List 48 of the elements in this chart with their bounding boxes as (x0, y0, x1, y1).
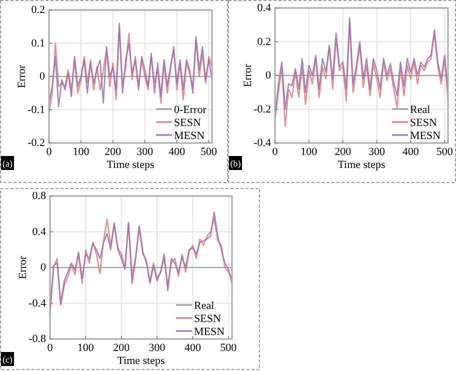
legend-label: MESN (174, 130, 205, 142)
x-tick-label: 500 (436, 146, 454, 158)
x-tick-label: 300 (368, 146, 386, 158)
text: (b) (230, 158, 241, 168)
x-axis-title: Time steps (106, 159, 154, 171)
x-tick-label: 500 (200, 146, 218, 158)
x-tick-label: 400 (402, 146, 420, 158)
y-axis-title: Error (16, 64, 28, 88)
y-tick-label: 0 (266, 70, 272, 82)
legend-label: 0-Error (174, 104, 207, 116)
text: (c) (2, 354, 12, 364)
y-axis-title: Error (17, 256, 29, 280)
x-tick-label: 400 (168, 146, 186, 158)
x-tick-label: 300 (148, 342, 166, 354)
x-axis-title: Time steps (117, 355, 165, 367)
y-tick-label: -0.8 (28, 333, 46, 345)
y-tick-label: 0.2 (257, 36, 271, 48)
y-tick-label: -0.2 (28, 137, 45, 149)
legend-label: SESN (174, 117, 201, 129)
y-tick-label: 0.4 (32, 226, 46, 238)
x-tick-label: 500 (220, 342, 238, 354)
y-axis-title: Error (242, 64, 254, 88)
x-tick-label: 400 (184, 342, 202, 354)
x-tick-label: 100 (300, 146, 318, 158)
x-tick-label: 200 (334, 146, 352, 158)
x-tick-label: 200 (113, 342, 130, 354)
x-tick-label: 100 (72, 146, 90, 158)
y-tick-label: -0.4 (28, 297, 46, 310)
y-tick-label: 0.8 (32, 190, 46, 202)
y-tick-label: -0.1 (28, 104, 45, 116)
y-tick-label: 0.2 (31, 4, 45, 16)
legend-label: SESN (410, 117, 437, 129)
y-tick-label: 0.1 (31, 37, 45, 50)
x-tick-label: 200 (104, 146, 122, 158)
x-tick-label: 100 (77, 342, 94, 354)
legend-label: Real (410, 104, 430, 116)
y-tick-label: 0 (40, 262, 46, 274)
x-tick-label: 300 (136, 146, 154, 158)
y-tick-label: -0.2 (254, 103, 271, 116)
legend-label: SESN (194, 313, 221, 325)
y-tick-label: 0.4 (257, 2, 272, 14)
legend-label: MESN (410, 130, 441, 142)
text: (a) (2, 158, 12, 168)
y-tick-label: -0.4 (254, 137, 272, 149)
legend-label: Real (194, 300, 214, 312)
legend-label: MESN (194, 326, 225, 338)
x-axis-title: Time steps (338, 159, 386, 171)
y-tick-label: 0 (40, 70, 46, 82)
